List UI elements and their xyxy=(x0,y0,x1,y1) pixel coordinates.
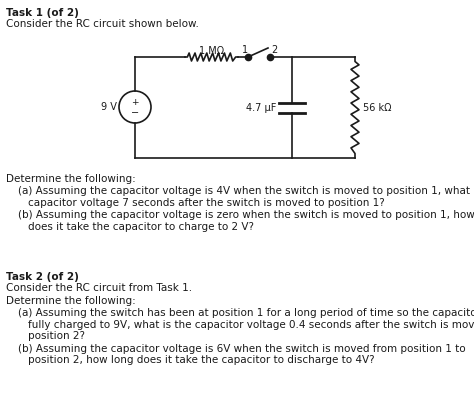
Text: 9 V: 9 V xyxy=(101,102,117,112)
Text: Consider the RC circuit shown below.: Consider the RC circuit shown below. xyxy=(6,19,199,29)
Text: (b) Assuming the capacitor voltage is 6V when the switch is moved from position : (b) Assuming the capacitor voltage is 6V… xyxy=(18,344,465,353)
Text: (b) Assuming the capacitor voltage is zero when the switch is moved to position : (b) Assuming the capacitor voltage is ze… xyxy=(18,210,474,220)
Text: Task 2 (of 2): Task 2 (of 2) xyxy=(6,272,79,282)
Text: position 2, how long does it take the capacitor to discharge to 4V?: position 2, how long does it take the ca… xyxy=(28,355,374,365)
Text: Determine the following:: Determine the following: xyxy=(6,174,136,184)
Text: fully charged to 9V, what is the capacitor voltage 0.4 seconds after the switch : fully charged to 9V, what is the capacit… xyxy=(28,319,474,330)
Text: Task 1 (of 2): Task 1 (of 2) xyxy=(6,8,79,18)
Text: +: + xyxy=(131,98,139,106)
Text: Consider the RC circuit from Task 1.: Consider the RC circuit from Task 1. xyxy=(6,283,192,293)
Text: capacitor voltage 7 seconds after the switch is moved to position 1?: capacitor voltage 7 seconds after the sw… xyxy=(28,197,385,208)
Text: (a) Assuming the switch has been at position 1 for a long period of time so the : (a) Assuming the switch has been at posi… xyxy=(18,308,474,318)
Text: 1: 1 xyxy=(242,45,248,55)
Text: 2: 2 xyxy=(271,45,277,55)
Text: −: − xyxy=(131,108,139,118)
Text: 4.7 μF: 4.7 μF xyxy=(246,103,276,112)
Text: position 2?: position 2? xyxy=(28,331,85,341)
Text: 56 kΩ: 56 kΩ xyxy=(363,103,392,112)
Text: does it take the capacitor to charge to 2 V?: does it take the capacitor to charge to … xyxy=(28,222,254,232)
Text: 1 MΩ: 1 MΩ xyxy=(199,46,224,56)
Text: Determine the following:: Determine the following: xyxy=(6,296,136,306)
Text: (a) Assuming the capacitor voltage is 4V when the switch is moved to position 1,: (a) Assuming the capacitor voltage is 4V… xyxy=(18,186,474,196)
